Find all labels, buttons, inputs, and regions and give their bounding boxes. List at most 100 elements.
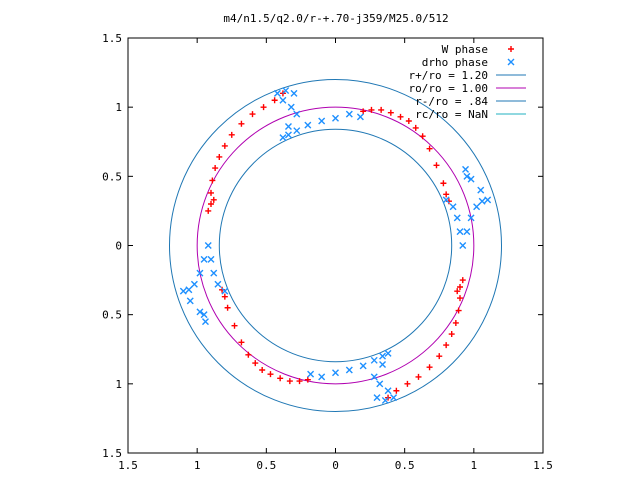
data-point	[252, 360, 259, 367]
data-point	[381, 396, 389, 404]
data-point	[332, 114, 339, 122]
legend-label: r+/ro = 1.20	[409, 69, 488, 82]
data-point	[210, 196, 217, 203]
data-point	[440, 180, 447, 187]
legend-label: r-/ro = .84	[415, 95, 488, 108]
data-point	[284, 131, 292, 139]
data-point	[387, 109, 394, 116]
data-point	[267, 371, 274, 378]
legend-label: drho phase	[422, 56, 488, 69]
data-point	[452, 319, 459, 326]
data-point	[448, 331, 455, 338]
data-point	[384, 349, 392, 357]
y-tick-label: 1.5	[102, 447, 122, 460]
data-point	[443, 342, 450, 349]
data-point	[214, 280, 222, 288]
data-point	[360, 108, 367, 115]
data-point	[356, 113, 364, 121]
data-point	[359, 362, 367, 370]
data-point	[477, 186, 485, 194]
x-tick-label: 1	[194, 459, 201, 472]
data-point	[179, 287, 187, 295]
data-point	[279, 134, 287, 142]
reference-circle	[218, 128, 453, 363]
data-point	[473, 203, 481, 211]
data-point	[457, 284, 463, 290]
data-point	[185, 286, 193, 294]
data-point	[212, 165, 219, 172]
data-point	[384, 387, 392, 395]
data-point	[318, 117, 326, 125]
y-tick-label: 1	[115, 101, 122, 114]
data-point	[290, 89, 298, 97]
data-point	[453, 214, 461, 222]
data-point	[205, 207, 212, 214]
data-point	[378, 106, 385, 113]
data-point	[455, 307, 462, 314]
data-point	[196, 308, 204, 316]
x-tick-label: 1	[471, 459, 478, 472]
data-point	[208, 201, 214, 207]
data-point	[208, 189, 214, 196]
data-point	[456, 228, 464, 236]
y-tick-label: 0.5	[102, 170, 122, 183]
data-point	[224, 304, 231, 311]
data-point	[201, 318, 209, 326]
data-point	[190, 280, 198, 288]
data-point	[393, 387, 400, 394]
data-point	[293, 110, 301, 118]
data-point	[345, 366, 353, 374]
data-point	[286, 378, 293, 385]
data-point	[304, 376, 311, 383]
data-point	[284, 123, 292, 131]
data-markers	[179, 87, 492, 404]
legend-label: ro/ro = 1.00	[409, 82, 488, 95]
data-point	[204, 242, 212, 249]
chart-title: m4/n1.5/q2.0/r-+.70-j359/M25.0/512	[223, 12, 448, 25]
data-point	[207, 255, 215, 263]
data-point	[238, 339, 245, 346]
data-point	[376, 380, 384, 388]
data-point	[379, 352, 387, 360]
legend-marker	[507, 58, 515, 66]
data-point	[379, 360, 387, 368]
data-point	[210, 269, 218, 277]
data-point	[404, 380, 411, 387]
data-point	[304, 121, 312, 129]
data-point	[259, 367, 266, 373]
data-point	[231, 322, 238, 329]
x-tick-label: 1.5	[533, 459, 553, 472]
x-tick-label: 0.5	[395, 459, 415, 472]
data-point	[459, 242, 467, 249]
data-point	[390, 394, 398, 402]
data-point	[221, 287, 229, 295]
data-point	[273, 89, 281, 97]
data-point	[467, 175, 475, 183]
data-point	[373, 394, 381, 402]
data-point	[260, 104, 267, 111]
data-point	[426, 145, 433, 152]
data-point	[228, 131, 235, 138]
data-point	[282, 87, 290, 95]
y-tick-label: 0.5	[102, 309, 122, 322]
legend-marker	[508, 46, 514, 52]
data-point	[370, 356, 378, 364]
reference-circle	[196, 106, 475, 385]
data-point	[287, 103, 295, 111]
data-point	[457, 295, 463, 302]
data-point	[436, 353, 443, 360]
data-point	[463, 172, 471, 180]
data-point	[245, 351, 252, 358]
data-point	[249, 111, 256, 118]
data-point	[370, 373, 378, 381]
data-point	[307, 370, 315, 378]
data-point	[296, 378, 303, 385]
data-point	[443, 191, 450, 198]
data-point	[459, 277, 466, 284]
data-point	[454, 288, 461, 295]
data-point	[318, 373, 326, 381]
data-point	[426, 364, 433, 371]
data-point	[332, 369, 339, 377]
data-point	[209, 177, 216, 184]
